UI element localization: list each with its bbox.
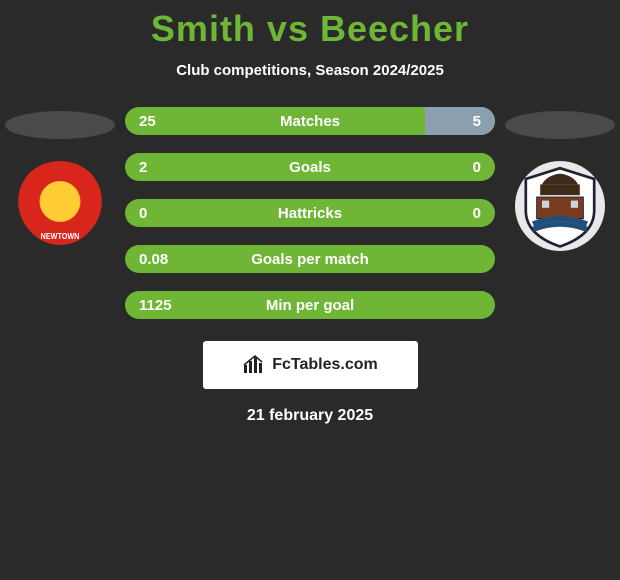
stat-rows: 25Matches52Goals00Hattricks00.08Goals pe… (125, 107, 495, 319)
stat-left-value: 25 (139, 113, 156, 130)
crest-left-text: NEWTOWN (20, 232, 101, 241)
stat-row-right-cap (425, 107, 495, 135)
left-player-column: NEWTOWN (0, 107, 120, 251)
stat-label: Goals per match (125, 251, 495, 268)
date-text: 21 february 2025 (0, 407, 620, 425)
player-shadow-left (5, 111, 115, 139)
club-crest-right (515, 161, 605, 251)
page-title: Smith vs Beecher (0, 0, 620, 50)
brand-card: FcTables.com (203, 341, 418, 389)
stat-label: Min per goal (125, 297, 495, 314)
stat-left-value: 2 (139, 159, 147, 176)
right-player-column (500, 107, 620, 251)
stat-row: 2Goals0 (125, 153, 495, 181)
stat-label: Goals (125, 159, 495, 176)
subtitle: Club competitions, Season 2024/2025 (0, 62, 620, 79)
stat-left-value: 0 (139, 205, 147, 222)
comparison-panel: NEWTOWN 25Matches52Goals00Hattricks00.08… (0, 107, 620, 425)
stat-row: 25Matches5 (125, 107, 495, 135)
stat-row: 0.08Goals per match (125, 245, 495, 273)
stat-row: 0Hattricks0 (125, 199, 495, 227)
club-crest-left: NEWTOWN (15, 161, 105, 251)
brand-text: FcTables.com (272, 356, 378, 374)
stat-left-value: 1125 (139, 297, 172, 314)
stat-right-value: 0 (473, 159, 481, 176)
stat-left-value: 0.08 (139, 251, 168, 268)
stat-row: 1125Min per goal (125, 291, 495, 319)
stat-right-value: 0 (473, 205, 481, 222)
player-shadow-right (505, 111, 615, 139)
stat-label: Hattricks (125, 205, 495, 222)
bar-chart-icon (242, 353, 266, 377)
stat-right-value: 5 (473, 113, 481, 130)
